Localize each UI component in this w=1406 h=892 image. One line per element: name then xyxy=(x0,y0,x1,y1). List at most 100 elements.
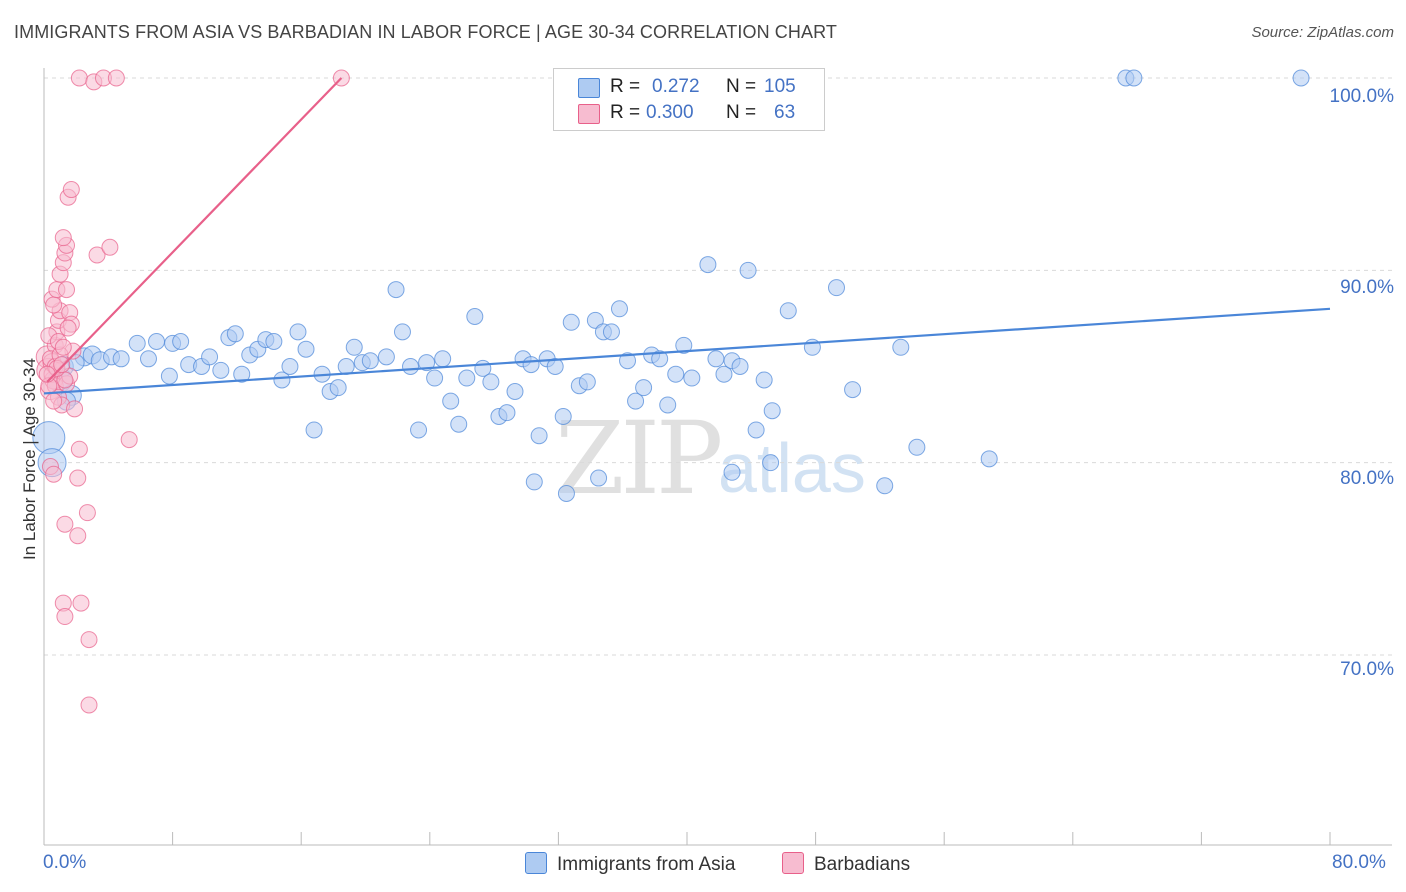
asia-point xyxy=(212,361,230,379)
asia-point xyxy=(844,381,862,399)
barbadian-point xyxy=(101,238,119,256)
r-value: 0.272 xyxy=(652,76,700,97)
asia-point xyxy=(908,438,926,456)
asia-point xyxy=(1125,69,1143,87)
asia-point xyxy=(160,367,178,385)
r-label: R = xyxy=(610,76,641,97)
asia-point xyxy=(980,450,998,468)
x-tick-label-max: 80.0% xyxy=(1332,852,1386,873)
n-value: 63 xyxy=(774,102,796,123)
asia-point xyxy=(1292,69,1310,87)
asia-point xyxy=(715,365,733,383)
legend-swatch-barbadians xyxy=(578,104,600,124)
asia-point xyxy=(590,469,608,487)
asia-point xyxy=(619,352,637,370)
barbadian-point xyxy=(62,181,80,199)
asia-point xyxy=(892,338,910,356)
asia-point xyxy=(393,323,411,341)
barbadian-point xyxy=(78,504,96,522)
asia-point xyxy=(827,279,845,297)
n-value: 105 xyxy=(764,76,796,97)
asia-point xyxy=(297,340,315,358)
asia-point xyxy=(667,365,685,383)
barbadian-point xyxy=(38,365,56,383)
asia-point xyxy=(562,313,580,331)
asia-point xyxy=(305,421,323,439)
legend-swatch-asia xyxy=(525,852,547,874)
asia-point xyxy=(466,307,484,325)
asia-point xyxy=(546,358,564,375)
asia-point xyxy=(762,454,780,472)
asia-point xyxy=(747,421,765,439)
asia-point xyxy=(498,404,516,422)
barbadian-point xyxy=(53,356,71,374)
barbadian-point xyxy=(54,338,72,356)
asia-point xyxy=(530,427,548,445)
r-value: 0.300 xyxy=(646,102,694,123)
barbadian-point xyxy=(69,527,87,545)
barbadian-point xyxy=(45,296,63,314)
asia-point xyxy=(739,261,757,279)
r-label: R = xyxy=(610,102,641,123)
legend-swatch-asia xyxy=(578,78,600,98)
asia-point xyxy=(281,358,299,375)
asia-point xyxy=(387,281,405,299)
barbadian-point xyxy=(58,281,76,299)
chart-title: IMMIGRANTS FROM ASIA VS BARBADIAN IN LAB… xyxy=(14,22,837,42)
correlation-legend: R = 0.272 N = 105 R = 0.300 N = 63 xyxy=(553,68,825,131)
x-tick-label-min: 0.0% xyxy=(43,852,87,873)
barbadian-point xyxy=(56,515,74,533)
asia-point xyxy=(651,350,669,368)
asia-point xyxy=(755,371,773,389)
asia-point xyxy=(442,392,460,410)
asia-point xyxy=(525,473,543,491)
y-tick-label: 70.0% xyxy=(1340,659,1394,680)
asia-point xyxy=(426,369,444,387)
barbadian-point xyxy=(80,631,98,649)
barbadian-point xyxy=(120,431,138,449)
asia-point xyxy=(578,373,596,391)
asia-point xyxy=(506,383,524,401)
asia-point xyxy=(522,356,540,374)
asia-point xyxy=(410,421,428,439)
legend-item-asia: Immigrants from Asia xyxy=(525,852,735,876)
asia-point xyxy=(876,477,894,495)
legend-item-barbadians: Barbadians xyxy=(782,852,910,876)
barbadian-point xyxy=(56,608,74,626)
y-tick-label: 100.0% xyxy=(1329,86,1394,107)
asia-point xyxy=(586,311,604,329)
asia-point xyxy=(226,325,244,343)
asia-point xyxy=(610,300,628,318)
barbadian-point xyxy=(54,229,72,247)
asia-point xyxy=(779,302,797,320)
asia-point xyxy=(148,332,166,350)
asia-point xyxy=(450,415,468,433)
y-tick-label: 90.0% xyxy=(1340,277,1394,298)
asia-point xyxy=(554,408,572,426)
barbadian-point xyxy=(107,69,125,87)
asia-point xyxy=(402,358,420,375)
asia-point xyxy=(345,338,363,356)
source-label: Source: ZipAtlas.com xyxy=(1251,24,1394,41)
barbadian-point xyxy=(66,400,84,418)
asia-point xyxy=(289,323,307,341)
asia-point xyxy=(763,402,781,420)
asia-point xyxy=(418,354,436,372)
asia-point xyxy=(377,348,395,366)
asia-point xyxy=(361,352,379,370)
asia-point xyxy=(273,371,291,389)
asia-point xyxy=(557,484,575,502)
asia-point xyxy=(635,379,653,397)
asia-point xyxy=(233,365,251,383)
asia-point xyxy=(201,348,219,366)
asia-point xyxy=(683,369,701,387)
asia-point xyxy=(139,350,157,368)
asia-point xyxy=(329,379,347,397)
asia-point xyxy=(482,373,500,391)
legend-swatch-barbadians xyxy=(782,852,804,874)
asia-point xyxy=(699,256,717,274)
barbadian-point xyxy=(80,696,98,714)
watermark-atlas: atlas xyxy=(718,429,866,507)
legend-label-barbadians: Barbadians xyxy=(814,854,911,875)
